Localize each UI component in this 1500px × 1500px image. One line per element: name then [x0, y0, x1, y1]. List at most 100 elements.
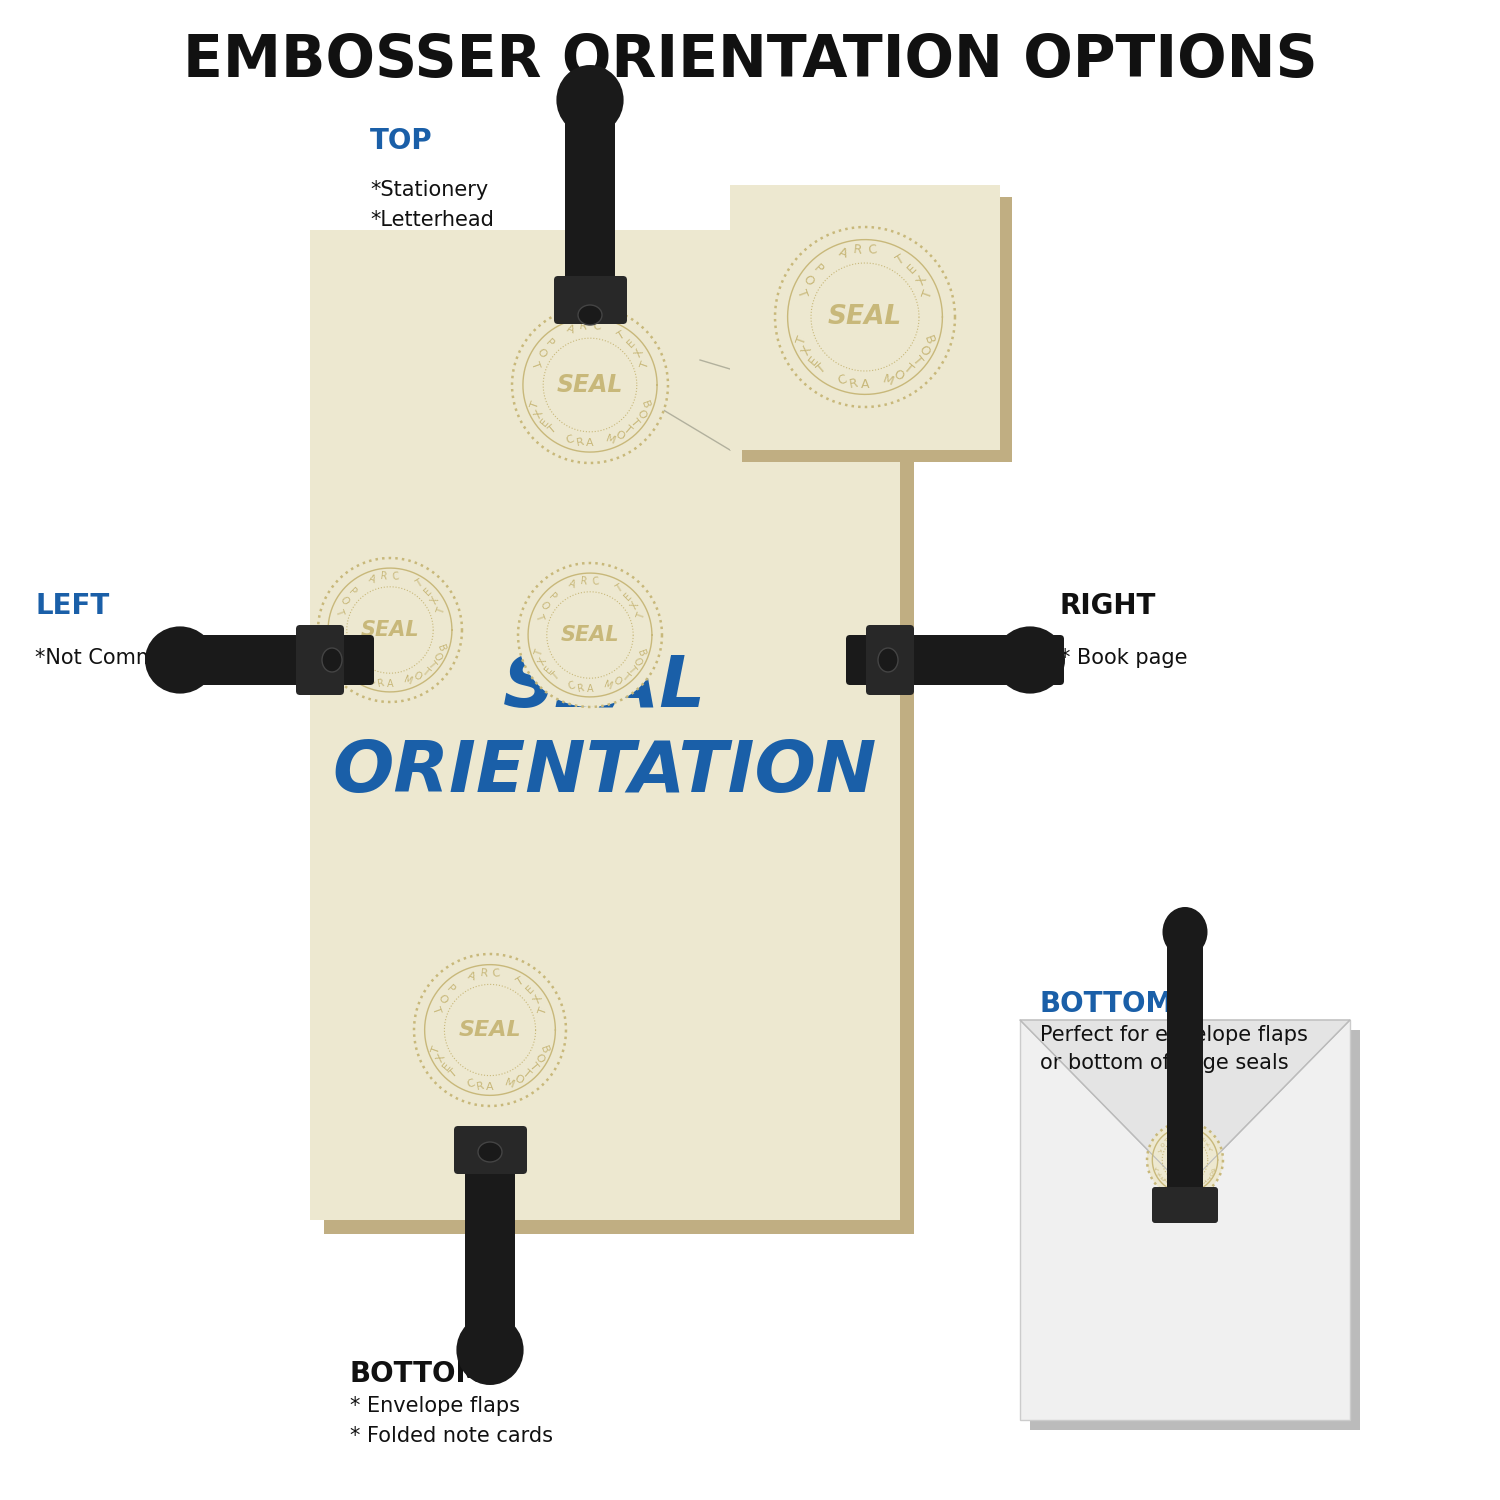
Ellipse shape [994, 627, 1065, 693]
Text: P: P [543, 338, 555, 350]
Text: O: O [634, 408, 646, 420]
Text: X: X [429, 596, 441, 606]
Ellipse shape [878, 648, 898, 672]
Text: T: T [333, 644, 345, 652]
Text: M: M [1191, 1184, 1198, 1190]
Ellipse shape [456, 1316, 524, 1384]
Text: A: A [368, 573, 376, 585]
Text: C: C [867, 243, 877, 256]
Text: R: R [847, 376, 858, 390]
Text: E: E [622, 591, 633, 602]
Text: E: E [524, 984, 536, 996]
Text: O: O [614, 429, 626, 442]
Text: T: T [435, 608, 447, 616]
Text: X: X [1156, 1172, 1164, 1178]
Text: B: B [537, 1044, 549, 1054]
FancyBboxPatch shape [156, 634, 374, 686]
Text: R: R [576, 682, 585, 693]
Ellipse shape [318, 558, 462, 702]
Text: E: E [1202, 1137, 1208, 1143]
Text: X: X [633, 348, 645, 360]
Text: T: T [921, 288, 936, 300]
Text: SEAL: SEAL [556, 374, 622, 398]
Text: O: O [430, 651, 442, 663]
Text: X: X [800, 344, 814, 357]
Text: M: M [404, 675, 414, 687]
FancyBboxPatch shape [865, 626, 913, 694]
Text: T: T [894, 252, 908, 267]
Text: E: E [344, 658, 354, 670]
Text: A: A [566, 324, 576, 336]
Text: SEAL: SEAL [459, 1020, 522, 1040]
Text: *Not Common: *Not Common [34, 648, 182, 668]
Text: O: O [610, 675, 622, 688]
Text: R: R [376, 678, 386, 688]
Text: M: M [604, 433, 616, 447]
Text: TOP: TOP [370, 128, 432, 154]
FancyBboxPatch shape [730, 184, 1000, 450]
Text: X: X [532, 408, 546, 420]
Text: T: T [620, 670, 630, 682]
Text: E: E [806, 352, 820, 368]
Text: A: A [567, 578, 578, 590]
Text: T: T [626, 664, 638, 675]
Text: SEAL
ORIENTATION: SEAL ORIENTATION [333, 652, 878, 807]
Text: O: O [532, 1052, 546, 1065]
Text: A: A [1173, 1130, 1179, 1136]
Text: O: O [1196, 1182, 1203, 1188]
FancyBboxPatch shape [742, 196, 1012, 462]
Text: R: R [580, 576, 588, 586]
Ellipse shape [146, 627, 214, 693]
Text: E: E [538, 417, 552, 429]
Text: T: T [1155, 1167, 1161, 1172]
Text: T: T [794, 288, 808, 300]
Text: T: T [520, 1068, 532, 1080]
Text: E: E [626, 338, 638, 350]
Text: E: E [1160, 1176, 1166, 1180]
Text: R: R [1179, 1130, 1184, 1134]
Text: T: T [528, 1060, 540, 1072]
Text: X: X [435, 1053, 447, 1065]
Ellipse shape [556, 64, 624, 135]
Text: RIGHT: RIGHT [1060, 592, 1156, 619]
Text: T: T [550, 670, 561, 682]
FancyBboxPatch shape [465, 1156, 514, 1374]
Text: T: T [1204, 1176, 1210, 1180]
Text: T: T [902, 362, 915, 376]
Text: O: O [435, 993, 448, 1005]
Text: T: T [426, 658, 436, 670]
Text: SEAL: SEAL [828, 304, 902, 330]
Text: T: T [430, 1044, 442, 1054]
Text: T: T [909, 352, 924, 368]
Text: O: O [339, 596, 351, 606]
Text: A: A [586, 684, 594, 694]
Text: T: T [634, 612, 646, 621]
Text: *Stationery
*Letterhead: *Stationery *Letterhead [370, 180, 494, 230]
Text: C: C [392, 572, 400, 582]
Text: T: T [614, 584, 624, 596]
Ellipse shape [1148, 1122, 1222, 1198]
Text: T: T [530, 360, 542, 370]
Text: O: O [630, 656, 644, 668]
Text: O: O [538, 600, 550, 612]
Text: Perfect for envelope flaps
or bottom of page seals: Perfect for envelope flaps or bottom of … [1040, 1024, 1308, 1072]
FancyBboxPatch shape [566, 76, 615, 294]
Text: E: E [441, 1060, 453, 1072]
Text: M: M [603, 680, 613, 692]
FancyBboxPatch shape [296, 626, 344, 694]
Text: SEAL: SEAL [1170, 1155, 1200, 1166]
Text: A: A [837, 246, 849, 261]
Text: R: R [579, 321, 588, 333]
Text: T: T [534, 650, 544, 658]
Text: C: C [465, 1077, 476, 1089]
Text: P: P [1162, 1137, 1168, 1143]
Text: A: A [466, 970, 477, 982]
Text: C: C [492, 968, 501, 978]
Text: A: A [387, 680, 393, 688]
Text: E: E [543, 664, 555, 675]
Text: T: T [530, 400, 542, 410]
FancyBboxPatch shape [324, 244, 914, 1234]
Text: B: B [1209, 1167, 1215, 1173]
Text: T: T [537, 1005, 549, 1016]
Text: T: T [430, 1005, 442, 1016]
